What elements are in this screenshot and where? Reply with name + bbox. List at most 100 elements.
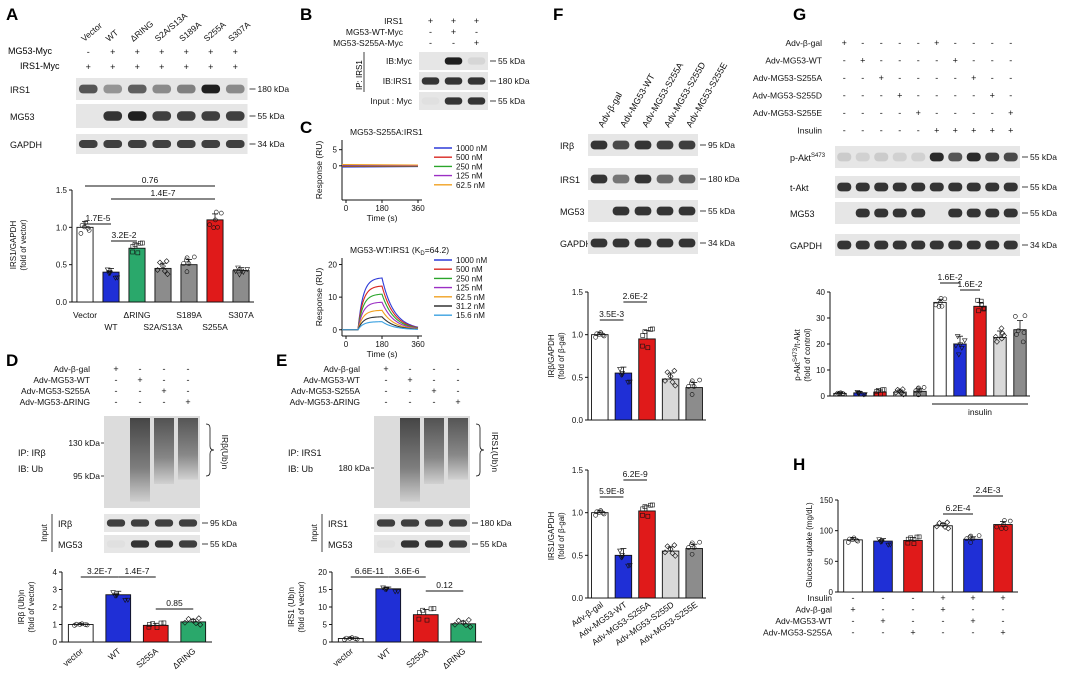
input-blot-band bbox=[154, 519, 174, 527]
sign: + bbox=[428, 16, 433, 26]
data-point bbox=[73, 621, 79, 627]
sign: + bbox=[161, 386, 166, 396]
data-point bbox=[961, 338, 968, 344]
blot-b-band bbox=[421, 97, 440, 105]
data-point bbox=[195, 615, 202, 622]
x-tick-label: S307A bbox=[228, 310, 254, 320]
sign: - bbox=[972, 56, 975, 66]
sign: - bbox=[452, 38, 455, 48]
blot-irs1-band bbox=[152, 84, 172, 94]
data-point bbox=[650, 326, 655, 332]
p-value-label: 3.5E-3 bbox=[599, 309, 624, 319]
blot-b-band bbox=[444, 97, 463, 105]
kda-marker: 55 kDa bbox=[1030, 182, 1057, 192]
sign: - bbox=[880, 108, 883, 118]
bar bbox=[105, 594, 132, 643]
sign: - bbox=[917, 56, 920, 66]
blot-label: IRS1 bbox=[10, 85, 30, 95]
sign: - bbox=[409, 364, 412, 374]
data-point bbox=[83, 622, 88, 627]
y-tick-label: 10 bbox=[318, 603, 327, 612]
p-value-label: 5.9E-8 bbox=[599, 486, 624, 496]
sign: - bbox=[880, 91, 883, 101]
sign: + bbox=[159, 62, 164, 72]
row-label: Adv-MG53-S255A bbox=[21, 386, 90, 396]
sign: - bbox=[409, 386, 412, 396]
x-tick-label: vector bbox=[61, 646, 85, 669]
sign: - bbox=[852, 628, 855, 638]
bar bbox=[412, 614, 439, 643]
blot-g-band bbox=[948, 152, 963, 162]
data-point bbox=[467, 623, 474, 630]
y-axis-label: (fold of vector) bbox=[27, 581, 36, 632]
data-point bbox=[78, 231, 84, 236]
blot-b-band bbox=[467, 97, 486, 105]
data-point bbox=[669, 379, 676, 385]
blot-g-band bbox=[985, 240, 1000, 250]
ip-label: IP: IRS1 bbox=[355, 60, 364, 90]
y-tick-label: 3 bbox=[53, 586, 58, 595]
sign: + bbox=[910, 628, 915, 638]
p-value-label: 6.2E-4 bbox=[945, 503, 970, 513]
input-label: Input bbox=[40, 523, 49, 542]
sign: + bbox=[135, 47, 140, 57]
data-point bbox=[897, 388, 903, 395]
sign: - bbox=[898, 56, 901, 66]
y-axis-label: (fold of β-gal) bbox=[557, 332, 566, 380]
plot-title-tail: =64.2) bbox=[425, 245, 450, 255]
blot-g-band bbox=[892, 182, 907, 192]
sign: - bbox=[882, 593, 885, 603]
bar bbox=[375, 588, 402, 643]
data-point bbox=[998, 335, 1005, 342]
sign: - bbox=[843, 108, 846, 118]
blot-gapdh-band bbox=[201, 140, 221, 148]
sign-grid: Adv-β-gal + - - - - + - - - - Adv-MG53-WT - + - - - - + - - -… bbox=[753, 38, 1014, 136]
data-point bbox=[353, 636, 358, 641]
bar bbox=[661, 378, 680, 421]
blot-g-band bbox=[855, 240, 870, 250]
bar bbox=[591, 512, 609, 599]
blot-label: MG53 bbox=[328, 540, 353, 550]
data-point bbox=[697, 377, 702, 383]
bar bbox=[180, 264, 198, 303]
blot-f-band bbox=[656, 174, 674, 184]
sign: - bbox=[187, 386, 190, 396]
kda-marker: 55 kDa bbox=[498, 56, 525, 66]
data-point bbox=[617, 367, 623, 372]
sign-grid: Adv-β-gal + - - -Adv-MG53-WT - + - -Adv-MG53-S25… bbox=[290, 364, 461, 407]
blot-gapdh-band bbox=[103, 140, 123, 148]
sign: - bbox=[880, 126, 883, 136]
data-point bbox=[79, 222, 85, 228]
bar bbox=[973, 305, 987, 397]
input-blot-membrane bbox=[374, 514, 470, 532]
y-tick-label: 40 bbox=[816, 288, 825, 297]
legend-entry: 1000 nM bbox=[456, 144, 487, 153]
x-tick-label: ΔRING bbox=[170, 646, 197, 671]
data-point bbox=[835, 390, 841, 396]
plot-title-sub: D bbox=[420, 251, 425, 257]
bar bbox=[903, 540, 923, 593]
data-point bbox=[689, 378, 695, 384]
data-point bbox=[77, 622, 83, 627]
data-point bbox=[994, 524, 1000, 530]
input-blot-band bbox=[178, 540, 198, 548]
data-point bbox=[420, 607, 425, 613]
p-value-label: 0.85 bbox=[166, 598, 183, 608]
bar bbox=[128, 247, 146, 303]
data-point bbox=[596, 332, 602, 337]
y-tick-label: 5 bbox=[333, 146, 338, 155]
sign: + bbox=[850, 605, 855, 615]
blot-label: IB:IRS1 bbox=[383, 76, 413, 86]
blot-label: IB:Myc bbox=[386, 56, 413, 66]
panel-f: F Adv-β-galAdv-MG53-WTAdv-MG53-S255AAdv-… bbox=[547, 5, 740, 647]
sign: - bbox=[935, 91, 938, 101]
kda-marker: 55 kDa bbox=[1030, 152, 1057, 162]
y-tick-label: 0 bbox=[323, 638, 328, 647]
sign: + bbox=[135, 62, 140, 72]
bar bbox=[67, 624, 94, 643]
data-point bbox=[1007, 518, 1013, 524]
sign: - bbox=[898, 126, 901, 136]
sign: - bbox=[898, 108, 901, 118]
y-axis-label-sup: S473 bbox=[793, 347, 799, 362]
